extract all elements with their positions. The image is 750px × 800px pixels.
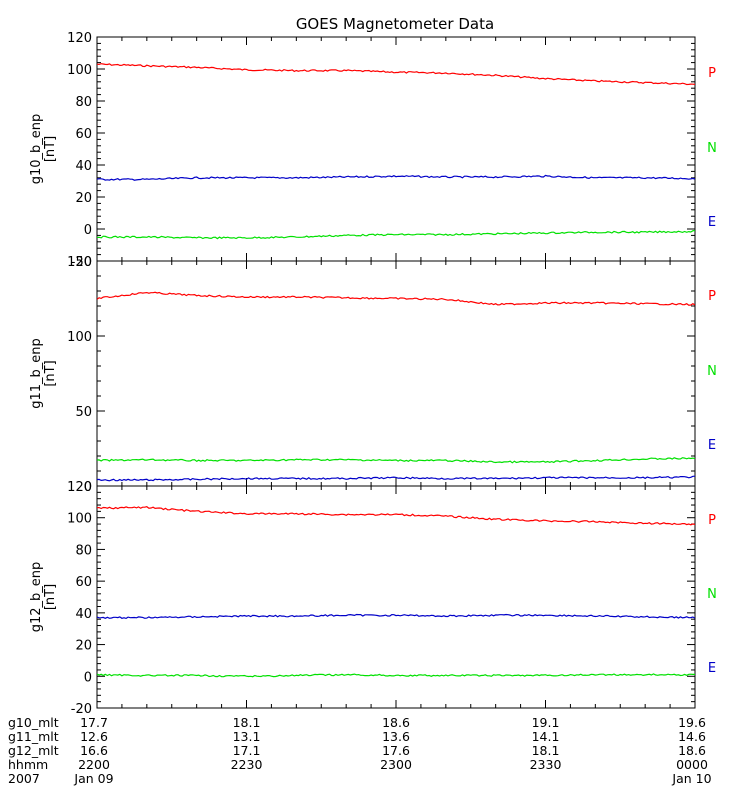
series-group	[97, 291, 695, 482]
axis-table-value: 18.6	[382, 715, 410, 730]
y-tick-label: 50	[75, 405, 92, 420]
y-tick-label: -20	[71, 702, 92, 717]
legend-label-P: P	[708, 66, 716, 81]
axis-table-value: 18.1	[233, 715, 261, 730]
panel-3: -20 0 20 40 60 80 100 120 g12_b_enp [nT] P N E	[29, 480, 717, 717]
axis-table-value: 14.6	[678, 729, 706, 744]
panel-2: 0 50 100 150 g11_b_enp [nT] P N E	[29, 255, 717, 495]
y-tick-label: 120	[67, 480, 92, 495]
axis-table-row-label: 2007	[8, 771, 40, 786]
y-tick-label: 60	[75, 575, 92, 590]
axis-table-value: 2200	[78, 757, 110, 772]
y-tick-label: 100	[67, 330, 92, 345]
legend-label-E: E	[708, 661, 716, 676]
axis-table-value: 17.1	[233, 743, 261, 758]
axis-table-value: 19.1	[532, 715, 560, 730]
y-axis-unit: [nT]	[43, 136, 58, 162]
series-line-E	[97, 475, 695, 482]
legend-label-P: P	[708, 289, 716, 304]
series-line-P	[97, 291, 695, 306]
axis-table-value: 2330	[530, 757, 562, 772]
axis-table-value: 16.6	[80, 743, 108, 758]
y-tick-label: 0	[84, 670, 92, 685]
axis-table-value: 0000	[676, 757, 708, 772]
legend-label-N: N	[707, 364, 717, 379]
series-line-P	[97, 506, 695, 526]
axis-table-value: 2230	[231, 757, 263, 772]
y-axis-label: g11_b_enp	[29, 338, 44, 409]
legend-label-E: E	[708, 438, 716, 453]
axis-table-value: 12.6	[80, 729, 108, 744]
panel-1: -20 0 20 40 60 80 100 120 g10_b_enp [nT] P N E	[29, 31, 717, 270]
axis-table-value: 13.6	[382, 729, 410, 744]
axis-table-value: 19.6	[678, 715, 706, 730]
y-tick-label: 0	[84, 480, 92, 495]
y-axis-unit: [nT]	[43, 360, 58, 386]
axis-table-value: Jan 09	[73, 771, 113, 786]
y-axis-label: g12_b_enp	[29, 562, 44, 633]
axis-table-value: 14.1	[532, 729, 560, 744]
series-line-N	[97, 457, 695, 464]
y-tick-label: 20	[75, 639, 92, 654]
y-tick-label: 40	[75, 607, 92, 622]
series-line-P	[97, 63, 695, 86]
axis-table-row-label: g11_mlt	[8, 729, 59, 744]
legend-label-E: E	[708, 215, 716, 230]
legend-label-P: P	[708, 513, 716, 528]
y-tick-label: 40	[75, 159, 92, 174]
y-axis-unit: [nT]	[43, 584, 58, 610]
chart-title: GOES Magnetometer Data	[296, 15, 494, 33]
y-tick-label: 120	[67, 31, 92, 46]
series-line-N	[97, 230, 695, 240]
axis-table-value: 17.6	[382, 743, 410, 758]
axis-table-row-label: g12_mlt	[8, 743, 59, 758]
y-axis-label: g10_b_enp	[29, 114, 44, 185]
series-group	[97, 63, 695, 240]
series-group	[97, 506, 695, 678]
axis-table-value: Jan 10	[671, 771, 711, 786]
axis-table-value: 18.1	[532, 743, 560, 758]
legend-label-N: N	[707, 141, 717, 156]
axis-table-value: 18.6	[678, 743, 706, 758]
panel-frame	[96, 36, 696, 262]
y-tick-label: 80	[75, 95, 92, 110]
x-axis-table: g10_mlt 17.7 18.1 18.6 19.1 19.6 g11_mlt 12.6 13…	[8, 715, 712, 786]
axis-table-row-label: g10_mlt	[8, 715, 59, 730]
y-tick-label: 150	[67, 255, 92, 270]
y-tick-label: 80	[75, 543, 92, 558]
axis-table-value: 2300	[380, 757, 412, 772]
y-tick-label: -20	[71, 255, 92, 270]
axis-table-value: 13.1	[233, 729, 261, 744]
y-tick-label: 20	[75, 191, 92, 206]
y-tick-label: 100	[67, 63, 92, 78]
y-tick-label: 0	[84, 223, 92, 238]
series-line-N	[97, 673, 695, 678]
y-tick-label: 100	[67, 512, 92, 527]
y-tick-label: 60	[75, 127, 92, 142]
legend-label-N: N	[707, 587, 717, 602]
series-line-E	[97, 174, 695, 181]
axis-table-row-label: hhmm	[8, 757, 48, 772]
axis-table-value: 17.7	[80, 715, 108, 730]
series-line-E	[97, 613, 695, 620]
